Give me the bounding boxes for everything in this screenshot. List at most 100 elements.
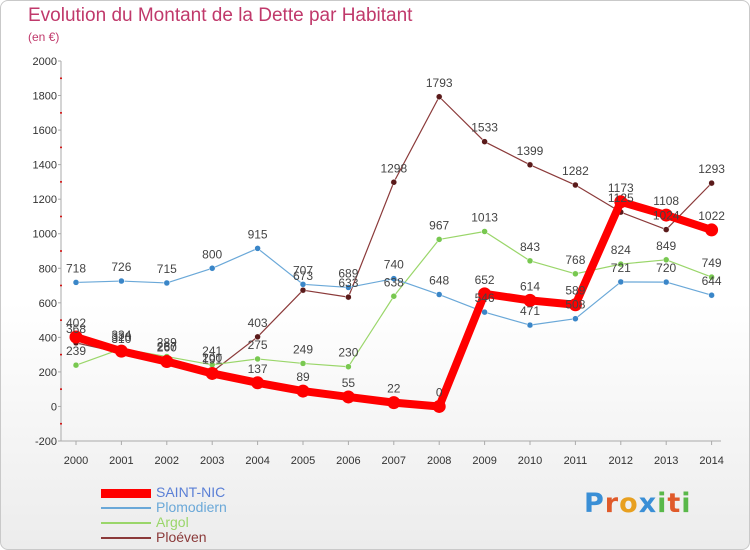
data-label: 1173 xyxy=(608,181,634,195)
data-label: 403 xyxy=(248,316,268,330)
data-point xyxy=(617,260,625,268)
legend-swatch xyxy=(101,522,151,524)
data-point xyxy=(69,330,83,344)
data-label: 721 xyxy=(611,261,631,275)
x-tick-label: 2006 xyxy=(336,455,360,467)
y-tick-label: 1000 xyxy=(33,229,57,241)
data-label: 707 xyxy=(293,263,313,277)
y-tick-label: 600 xyxy=(39,298,57,310)
data-point xyxy=(572,181,579,189)
data-label: 1108 xyxy=(653,194,679,208)
data-label: 260 xyxy=(157,341,177,355)
data-label: 673 xyxy=(293,269,313,283)
data-point xyxy=(526,321,534,329)
data-label: 239 xyxy=(66,344,86,358)
logo-letter: r xyxy=(604,488,620,519)
data-point xyxy=(251,376,265,390)
y-minor-dot xyxy=(60,353,62,356)
x-tick-label: 2008 xyxy=(427,455,451,467)
y-minor-dot xyxy=(60,284,62,287)
data-point xyxy=(163,279,171,287)
x-tick-label: 2013 xyxy=(654,455,678,467)
data-label: 715 xyxy=(157,262,177,276)
legend-swatch xyxy=(101,537,151,539)
series-line xyxy=(72,197,716,411)
data-point xyxy=(118,277,125,285)
data-point xyxy=(341,390,355,404)
y-tick-label: 1200 xyxy=(33,194,57,206)
x-tick-label: 2004 xyxy=(245,455,269,467)
data-label: 1298 xyxy=(380,161,407,175)
data-label: 22 xyxy=(387,382,401,396)
legend-label: Argol xyxy=(156,514,189,530)
data-label: 589 xyxy=(565,284,585,298)
proxiti-logo: Proxiti xyxy=(584,488,692,519)
data-point xyxy=(708,179,715,187)
series-plo-ven xyxy=(72,93,715,376)
data-label: 241 xyxy=(202,344,222,358)
data-label: 749 xyxy=(702,256,722,270)
x-tick-label: 2003 xyxy=(200,455,224,467)
data-label: 137 xyxy=(248,362,268,376)
legend-item: SAINT-NIC xyxy=(101,485,301,500)
data-label: 633 xyxy=(338,276,358,290)
chart-unit: (en €) xyxy=(28,30,60,44)
data-point xyxy=(390,275,398,282)
y-minor-dot xyxy=(60,319,62,322)
data-point xyxy=(614,195,628,209)
chart-title: Evolution du Montant de la Dette par Hab… xyxy=(28,5,413,26)
data-label: 334 xyxy=(111,328,131,342)
data-point xyxy=(390,293,398,300)
data-label: 200 xyxy=(202,351,222,365)
data-label: 1793 xyxy=(426,76,453,90)
data-label: 320 xyxy=(111,330,131,344)
data-point xyxy=(299,286,307,294)
x-tick-label: 2012 xyxy=(609,455,633,467)
legend-item: Ploéven xyxy=(101,530,301,545)
data-point xyxy=(345,293,352,301)
data-point xyxy=(435,236,443,243)
data-label: 1533 xyxy=(471,121,498,135)
data-point xyxy=(662,226,670,233)
data-label: 1125 xyxy=(608,191,634,205)
data-label: 89 xyxy=(296,370,310,384)
data-point xyxy=(299,281,307,288)
data-point xyxy=(435,93,443,101)
data-label: 652 xyxy=(475,273,495,287)
data-label: 849 xyxy=(656,239,676,253)
y-tick-label: 2000 xyxy=(33,56,57,68)
legend-label: Plomodiern xyxy=(156,499,227,515)
data-label: 546 xyxy=(475,291,495,305)
y-minor-dot xyxy=(60,180,62,183)
legend-item: Plomodiern xyxy=(101,500,301,515)
data-point xyxy=(345,363,352,370)
data-point xyxy=(526,161,534,169)
legend-swatch xyxy=(101,488,151,498)
data-label: 843 xyxy=(520,240,540,254)
data-label: 1024 xyxy=(653,209,680,223)
data-label: 718 xyxy=(66,261,86,275)
data-label: 720 xyxy=(656,261,676,275)
data-label: 267 xyxy=(157,339,177,353)
data-label: 967 xyxy=(429,218,449,232)
data-point xyxy=(705,223,719,237)
data-label: 508 xyxy=(565,298,585,312)
x-tick-label: 2011 xyxy=(564,455,588,467)
x-tick-label: 2010 xyxy=(518,455,542,467)
logo-letter: o xyxy=(619,488,639,519)
data-label: 915 xyxy=(248,227,268,241)
data-label: 191 xyxy=(202,352,222,366)
x-tick-label: 2001 xyxy=(109,455,133,467)
data-point xyxy=(208,265,216,272)
x-tick-label: 2014 xyxy=(699,455,723,467)
data-point xyxy=(435,291,443,298)
x-tick-label: 2007 xyxy=(382,455,406,467)
data-point xyxy=(617,278,625,286)
data-point xyxy=(662,256,670,264)
legend-swatch xyxy=(101,507,151,509)
y-minor-dot xyxy=(60,111,62,114)
y-tick-label: 0 xyxy=(51,401,57,413)
data-point xyxy=(296,384,310,398)
y-minor-dot xyxy=(60,77,62,80)
data-point xyxy=(390,179,398,186)
